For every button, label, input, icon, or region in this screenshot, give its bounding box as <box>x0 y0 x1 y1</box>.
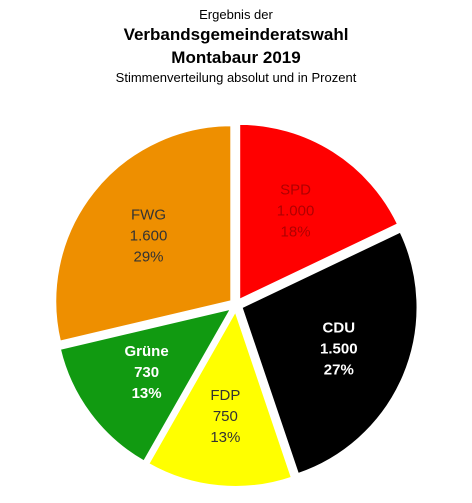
slice-label-fdp-percent: 13% <box>210 429 240 446</box>
slice-label-spd-value: 1.000 <box>277 203 315 220</box>
chart-title-line-2: Montabaur 2019 <box>171 48 301 67</box>
slice-label-fdp-value: 750 <box>213 408 238 425</box>
slice-label-spd-percent: 18% <box>281 224 311 241</box>
slice-label-grne-name: Grüne <box>125 343 169 360</box>
slice-label-grne-value: 730 <box>134 364 159 381</box>
pie-slice-grne <box>58 307 234 463</box>
pie-slice-fwg <box>54 124 233 343</box>
chart-title-line-1: Verbandsgemeinderatswahl <box>123 25 349 44</box>
slice-label-fwg-percent: 29% <box>134 249 164 266</box>
pie-slice-spd <box>238 122 400 302</box>
chart-subtitle: Stimmenverteilung absolut und in Prozent <box>115 70 357 85</box>
pie-slice-cdu <box>240 230 419 476</box>
slice-label-cdu-name: CDU <box>323 319 356 336</box>
slice-label-fwg-name: FWG <box>131 207 166 224</box>
slice-label-cdu-value: 1.500 <box>320 340 358 357</box>
slice-label-cdu-percent: 27% <box>324 361 354 378</box>
header-line-1: Ergebnis der <box>199 7 273 22</box>
chart-header: Ergebnis der Verbandsgemeinderatswahl Mo… <box>0 6 472 86</box>
pie-slice-fdp <box>146 308 294 488</box>
slice-label-fwg-value: 1.600 <box>130 228 168 245</box>
slice-label-spd-name: SPD <box>280 182 311 199</box>
slice-label-fdp-name: FDP <box>210 387 240 404</box>
slice-label-grne-percent: 13% <box>132 385 162 402</box>
